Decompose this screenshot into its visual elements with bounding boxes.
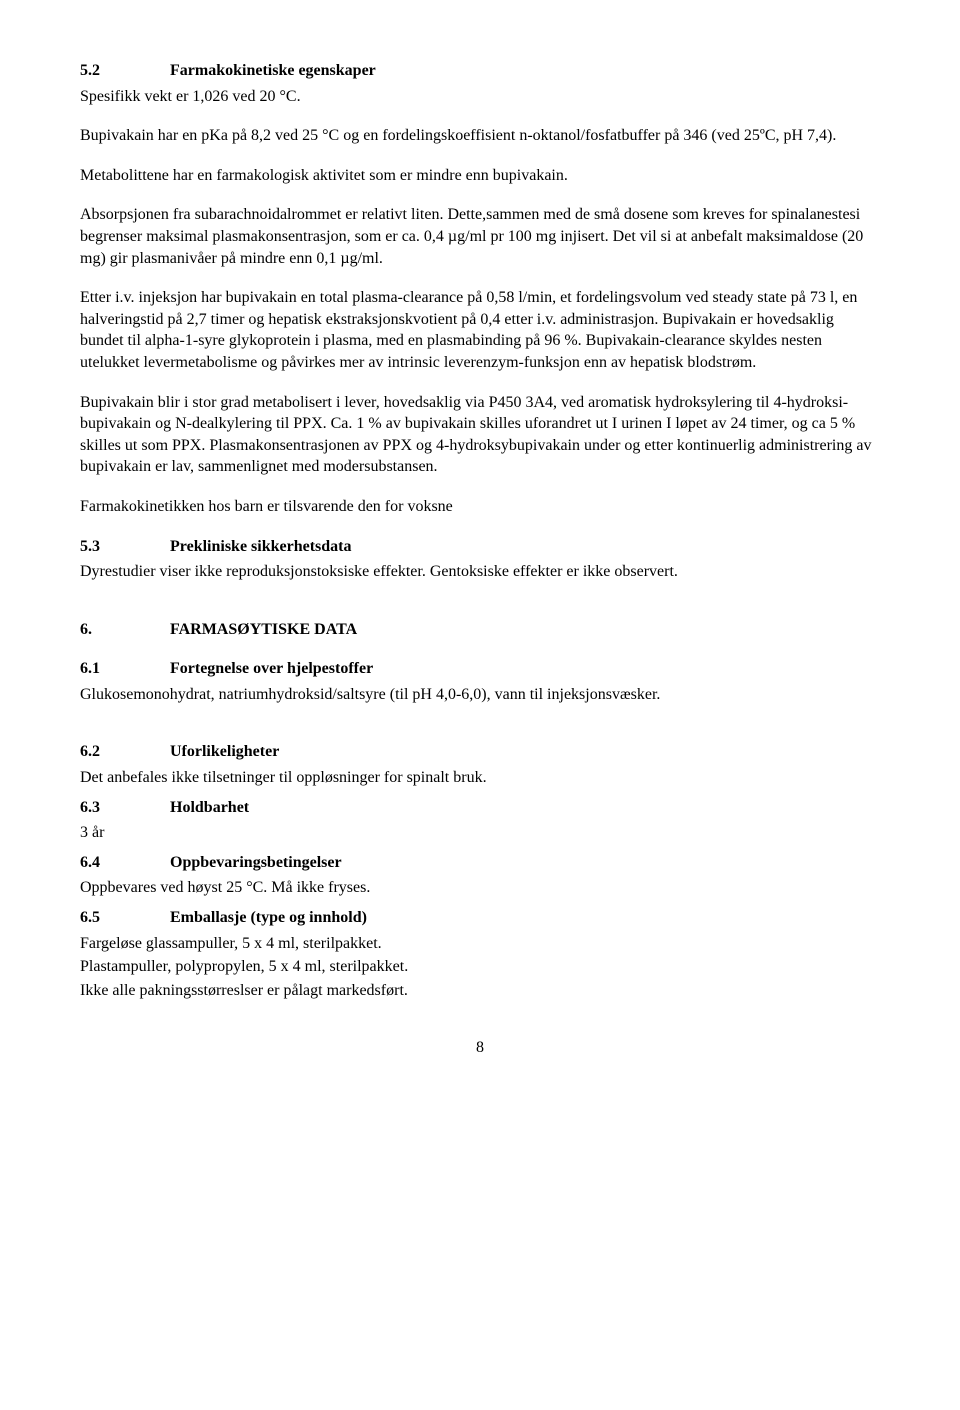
page-number: 8 [80, 1037, 880, 1059]
section-6-4-title: Oppbevaringsbetingelser [170, 854, 342, 871]
sec64-p1: Oppbevares ved høyst 25 °C. Må ikke frys… [80, 877, 880, 899]
section-5-2-heading: 5.2Farmakokinetiske egenskaper [80, 60, 880, 82]
section-6-5-number: 6.5 [80, 907, 170, 929]
section-6-5-heading: 6.5Emballasje (type og innhold) [80, 907, 880, 929]
sec52-p2: Bupivakain har en pKa på 8,2 ved 25 °C o… [80, 125, 880, 147]
section-5-2-number: 5.2 [80, 60, 170, 82]
section-6-5-title: Emballasje (type og innhold) [170, 909, 367, 926]
sec52-p6: Bupivakain blir i stor grad metabolisert… [80, 392, 880, 478]
section-6-number: 6. [80, 619, 170, 641]
section-6-1-heading: 6.1Fortegnelse over hjelpestoffer [80, 658, 880, 680]
section-6-3-heading: 6.3Holdbarhet [80, 797, 880, 819]
section-6-2-title: Uforlikeligheter [170, 743, 279, 760]
section-6-1-title: Fortegnelse over hjelpestoffer [170, 660, 373, 677]
section-6-4-heading: 6.4Oppbevaringsbetingelser [80, 852, 880, 874]
sec53-p1: Dyrestudier viser ikke reproduksjonstoks… [80, 561, 880, 583]
sec52-p4: Absorpsjonen fra subarachnoidalrommet er… [80, 204, 880, 269]
sec61-p1: Glukosemonohydrat, natriumhydroksid/salt… [80, 684, 880, 706]
section-5-3-heading: 5.3Prekliniske sikkerhetsdata [80, 536, 880, 558]
section-5-3-number: 5.3 [80, 536, 170, 558]
sec52-p1: Spesifikk vekt er 1,026 ved 20 °C. [80, 86, 880, 108]
sec52-p3: Metabolittene har en farmakologisk aktiv… [80, 165, 880, 187]
sec52-p5: Etter i.v. injeksjon har bupivakain en t… [80, 287, 880, 373]
section-6-1-number: 6.1 [80, 658, 170, 680]
section-6-heading: 6.FARMASØYTISKE DATA [80, 619, 880, 641]
section-6-3-number: 6.3 [80, 797, 170, 819]
sec52-p7: Farmakokinetikken hos barn er tilsvarend… [80, 496, 880, 518]
section-5-2-title: Farmakokinetiske egenskaper [170, 62, 376, 79]
sec65-p1: Fargeløse glassampuller, 5 x 4 ml, steri… [80, 933, 880, 955]
section-6-2-number: 6.2 [80, 741, 170, 763]
section-5-3-title: Prekliniske sikkerhetsdata [170, 538, 352, 555]
section-6-2-heading: 6.2Uforlikeligheter [80, 741, 880, 763]
sec63-p1: 3 år [80, 822, 880, 844]
section-6-3-title: Holdbarhet [170, 799, 249, 816]
sec62-p1: Det anbefales ikke tilsetninger til oppl… [80, 767, 880, 789]
sec65-p2: Plastampuller, polypropylen, 5 x 4 ml, s… [80, 956, 880, 978]
section-6-title: FARMASØYTISKE DATA [170, 621, 357, 638]
section-6-4-number: 6.4 [80, 852, 170, 874]
sec65-p3: Ikke alle pakningsstørreslser er pålagt … [80, 980, 880, 1002]
